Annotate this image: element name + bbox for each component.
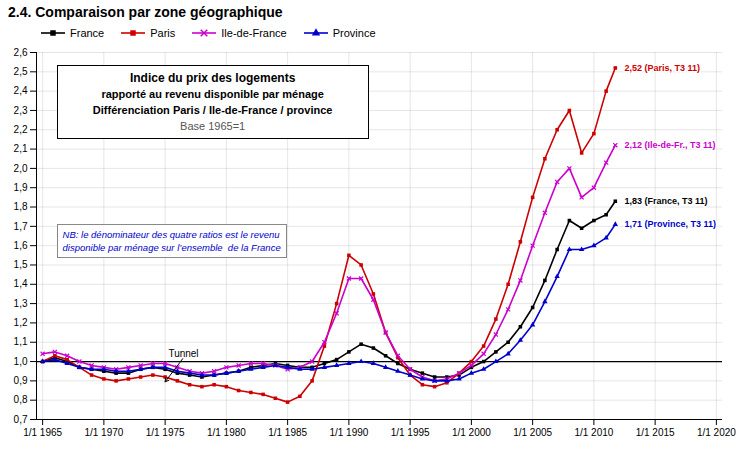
html-text:Province: Province (332, 27, 376, 39)
html-text:Paris: Paris (150, 27, 176, 39)
html-text:Ile-de-France: Ile-de-France (221, 27, 287, 39)
html-text:NB: le dénominateur des quatre: NB: le dénominateur des quatre ratios es… (62, 229, 280, 241)
svg-text:1,3: 1,3 (14, 298, 28, 309)
svg-text:1/1 1985: 1/1 1985 (268, 427, 307, 438)
svg-text:0,8: 0,8 (14, 394, 28, 405)
svg-text:2,12 (Ile-de-Fr., T3 11): 2,12 (Ile-de-Fr., T3 11) (625, 140, 716, 150)
svg-text:0,9: 0,9 (14, 375, 28, 386)
svg-text:1,4: 1,4 (14, 278, 28, 289)
svg-text:2,3: 2,3 (14, 105, 28, 116)
svg-text:Tunnel: Tunnel (168, 348, 198, 359)
svg-text:0,7: 0,7 (14, 414, 28, 425)
svg-text:1,71 (Province, T3 11): 1,71 (Province, T3 11) (625, 219, 717, 229)
svg-text:1/1 1965: 1/1 1965 (23, 427, 62, 438)
svg-text:1,6: 1,6 (14, 240, 28, 251)
svg-text:1/1 2000: 1/1 2000 (452, 427, 491, 438)
svg-text:1,83 (France, T3 11): 1,83 (France, T3 11) (625, 196, 708, 206)
html-text:rapporté au revenu disponible: rapporté au revenu disponible par ménage (101, 87, 324, 100)
html-text:disponible par ménage sur l’en: disponible par ménage sur l’ensemble de … (62, 242, 281, 254)
svg-text:1,8: 1,8 (14, 201, 28, 212)
svg-text:1/1 1975: 1/1 1975 (146, 427, 185, 438)
html-text:Base 1965=1: Base 1965=1 (180, 119, 246, 132)
svg-text:1,2: 1,2 (14, 317, 28, 328)
svg-text:2,1: 2,1 (14, 143, 28, 154)
html-text:Indice du prix des logements: Indice du prix des logements (130, 70, 296, 85)
html-text:Différenciation Paris / Ile-de: Différenciation Paris / Ile-de-France / … (92, 103, 333, 116)
svg-text:1/1 1980: 1/1 1980 (207, 427, 246, 438)
svg-text:1,5: 1,5 (14, 259, 28, 270)
svg-text:1/1 2010: 1/1 2010 (574, 427, 613, 438)
svg-text:1/1 1970: 1/1 1970 (84, 427, 123, 438)
svg-text:1,1: 1,1 (14, 336, 28, 347)
svg-text:2,0: 2,0 (14, 163, 28, 174)
svg-text:2,4: 2,4 (14, 85, 28, 96)
svg-text:1,7: 1,7 (14, 221, 28, 232)
html-text:France: France (70, 27, 105, 39)
svg-text:1,9: 1,9 (14, 182, 28, 193)
svg-text:1/1 1995: 1/1 1995 (391, 427, 430, 438)
svg-text:1/1 2015: 1/1 2015 (636, 427, 675, 438)
svg-text:2,52 (Paris, T3 11): 2,52 (Paris, T3 11) (625, 63, 701, 73)
html-text:2.4. Comparaison par zone géog: 2.4. Comparaison par zone géographique (8, 4, 283, 20)
svg-text:2,2: 2,2 (14, 124, 28, 135)
svg-text:2,5: 2,5 (14, 66, 28, 77)
svg-text:1/1 2005: 1/1 2005 (513, 427, 552, 438)
svg-text:2,6: 2,6 (14, 47, 28, 58)
svg-text:1/1 1990: 1/1 1990 (329, 427, 368, 438)
svg-text:1,0: 1,0 (14, 356, 28, 367)
svg-text:1/1 2020: 1/1 2020 (697, 427, 736, 438)
